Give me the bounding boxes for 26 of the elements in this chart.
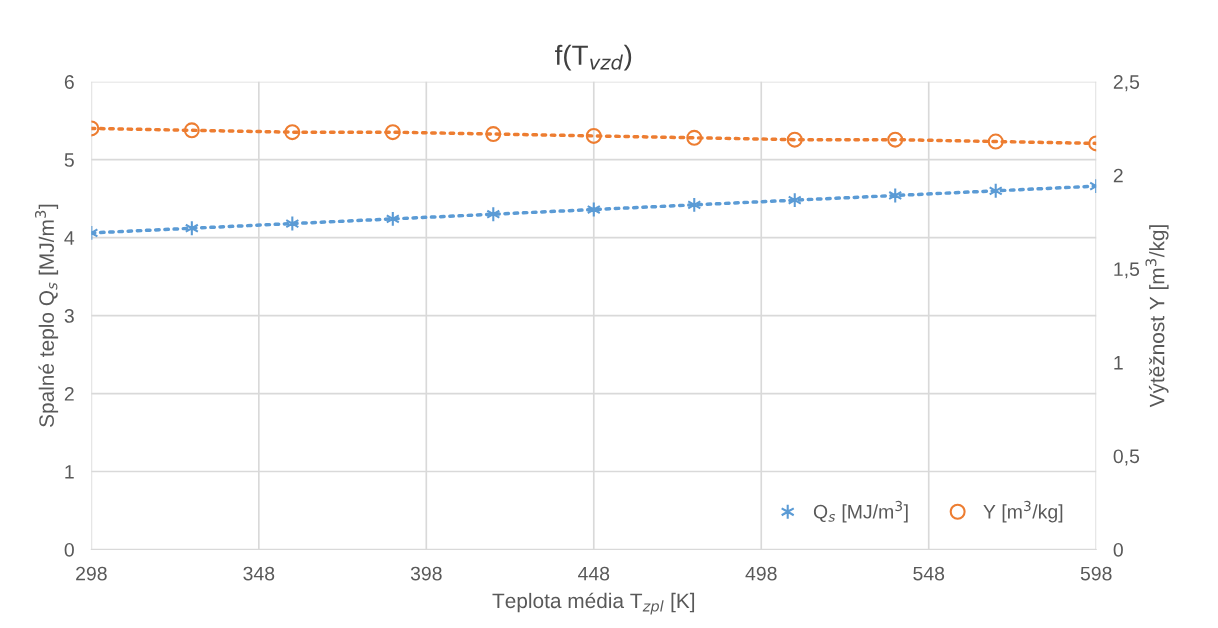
x-tick-label: 598 xyxy=(1080,566,1112,581)
x-tick-label: 348 xyxy=(243,566,275,581)
y-tick-label: 4 xyxy=(64,231,75,245)
y-tick-label: 0 xyxy=(64,542,74,557)
y-axis-title: Spalné teplo Q$_{s}$ [MJ/m$^{3}$] xyxy=(34,204,59,427)
x-tick-label: 498 xyxy=(745,566,777,581)
x-tick-label: 548 xyxy=(913,566,945,581)
y-tick-label: 6 xyxy=(64,75,74,89)
y-tick-label: 2 xyxy=(64,387,74,401)
y-tick-label: 1 xyxy=(65,465,74,479)
legend-label: Y [m$^{3}$/kg] xyxy=(983,500,1063,523)
y2-tick-label: 1,5 xyxy=(1114,262,1140,279)
y2-tick-label: 1 xyxy=(1114,356,1123,370)
y2-axis-title: Výtěžnost Y [m$^{3}$/kg] xyxy=(1145,225,1169,408)
x-axis-title: Teplota média T$_{zpl}$ [K] xyxy=(492,592,695,615)
y2-tick-label: 0 xyxy=(1113,542,1123,557)
y2-tick-label: 0,5 xyxy=(1113,449,1140,466)
x-tick-label: 448 xyxy=(578,566,610,581)
y-tick-label: 3 xyxy=(64,309,74,323)
y2-tick-label: 2,5 xyxy=(1113,75,1140,92)
y2-tick-label: 2 xyxy=(1113,168,1123,183)
x-tick-label: 398 xyxy=(410,566,442,581)
legend-label: Q$_{s}$ [MJ/m$^{3}$] xyxy=(813,500,908,523)
x-tick-label: 298 xyxy=(76,566,107,581)
chart-title: f(T$_{vzd}$) xyxy=(555,44,632,71)
y-tick-label: 5 xyxy=(64,153,74,167)
